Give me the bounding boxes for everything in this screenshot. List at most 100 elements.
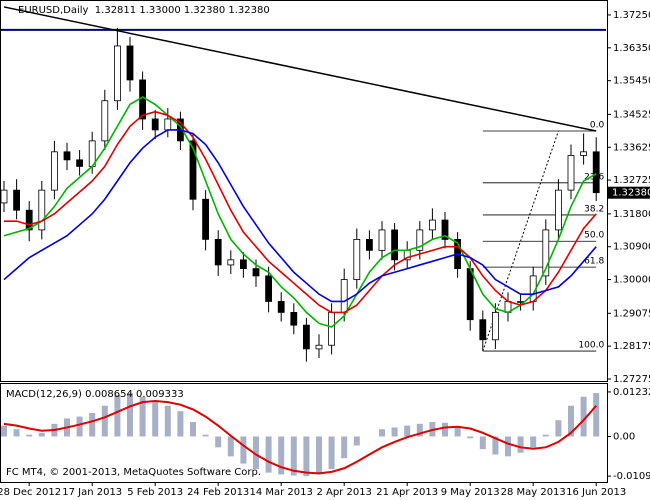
x-tick-label: 21 Apr 2013 bbox=[376, 487, 438, 498]
candle-body bbox=[277, 301, 285, 313]
fib-label: 100.0 bbox=[578, 341, 604, 351]
macd-bar bbox=[127, 393, 133, 437]
price-label-box bbox=[608, 186, 650, 199]
candle-body bbox=[302, 324, 310, 350]
candle-body bbox=[416, 229, 424, 251]
candle-body bbox=[428, 219, 436, 231]
macd-bar bbox=[164, 405, 171, 437]
macd-bar bbox=[190, 422, 196, 437]
y-tick-label: 1.33625 bbox=[613, 142, 650, 153]
y-tick-label: 1.30900 bbox=[613, 242, 650, 253]
candle-body bbox=[114, 45, 121, 102]
candle-body bbox=[328, 311, 336, 346]
candle-body bbox=[25, 209, 33, 231]
price-label: 1.32380 bbox=[612, 188, 650, 199]
candle-body bbox=[63, 151, 71, 161]
macd-bar bbox=[341, 436, 348, 459]
candle-body bbox=[315, 344, 323, 350]
candle-body bbox=[239, 259, 247, 269]
y-tick-label: 1.37250 bbox=[613, 10, 650, 21]
candle-body bbox=[38, 189, 46, 231]
candle-body bbox=[126, 45, 134, 81]
signal-line bbox=[3, 400, 597, 475]
fib-label: 50.0 bbox=[584, 231, 604, 241]
candle-body bbox=[491, 311, 499, 341]
x-tick-label: 28 May 2013 bbox=[501, 487, 566, 498]
macd-bar bbox=[89, 412, 96, 437]
candle-body bbox=[13, 189, 21, 211]
macd-bar bbox=[13, 429, 20, 437]
macd-bar bbox=[505, 436, 511, 457]
macd-bar bbox=[114, 394, 121, 437]
macd-bar bbox=[568, 405, 574, 437]
macd-bar bbox=[328, 436, 335, 469]
candle-body bbox=[202, 198, 210, 240]
trend-line bbox=[3, 6, 597, 132]
price-panel bbox=[0, 0, 608, 382]
candle-body bbox=[567, 155, 575, 191]
y-tick-label: 0.012328 bbox=[613, 387, 650, 398]
candle-body bbox=[101, 100, 109, 142]
macd-bar bbox=[517, 436, 524, 453]
macd-bar bbox=[492, 436, 499, 455]
macd-bar bbox=[240, 436, 247, 464]
macd-bar bbox=[442, 422, 448, 437]
candle-body bbox=[441, 219, 449, 240]
candle-body bbox=[227, 259, 235, 266]
y-tick-label: 1.29075 bbox=[613, 308, 650, 319]
candle-body bbox=[51, 151, 58, 191]
macd-bar bbox=[152, 402, 159, 437]
macd-title: MACD(12,26,9) 0.008654 0.009333 bbox=[6, 389, 184, 400]
macd-bar bbox=[580, 396, 587, 437]
candle-body bbox=[466, 268, 474, 321]
macd-bar bbox=[177, 411, 184, 437]
candle-body bbox=[365, 239, 373, 251]
x-tick-label: 5 Feb 2013 bbox=[127, 487, 183, 498]
y-tick-label: 1.36350 bbox=[613, 43, 650, 54]
macd-bar bbox=[1, 425, 7, 437]
y-tick-label: 1.30000 bbox=[613, 275, 650, 286]
y-tick-label: 1.31800 bbox=[613, 209, 650, 220]
macd-bar bbox=[530, 436, 537, 448]
x-tick-label: 9 May 2013 bbox=[441, 487, 500, 498]
moving-average bbox=[4, 110, 597, 314]
macd-bar bbox=[76, 416, 83, 437]
y-tick-label: 1.35450 bbox=[613, 76, 650, 87]
macd-bar bbox=[139, 396, 146, 437]
macd-bar bbox=[253, 436, 259, 469]
macd-bar bbox=[416, 423, 423, 437]
candle-body bbox=[252, 268, 260, 277]
y-tick-label: 0.00 bbox=[613, 431, 635, 442]
candle-body bbox=[265, 275, 273, 302]
x-tick-label: 2 Apr 2013 bbox=[316, 487, 371, 498]
candle-body bbox=[340, 279, 348, 313]
macd-bar bbox=[479, 436, 486, 450]
candle-body bbox=[479, 319, 487, 341]
y-tick-label: 1.27275 bbox=[613, 374, 650, 385]
macd-bar bbox=[227, 436, 234, 457]
candle-body bbox=[0, 189, 8, 204]
footer: FC MT4, © 2001-2013, MetaQuotes Software… bbox=[6, 467, 261, 478]
y-tick-label: 1.34525 bbox=[613, 109, 650, 120]
macd-bar bbox=[26, 434, 33, 437]
macd-bar bbox=[278, 436, 285, 475]
chart-title: EURUSD,Daily 1.32811 1.33000 1.32380 1.3… bbox=[18, 5, 270, 16]
macd-bar bbox=[316, 436, 322, 475]
candle-body bbox=[290, 311, 298, 326]
candle-body bbox=[189, 140, 197, 200]
y-tick-label: -0.010973 bbox=[613, 471, 650, 482]
macd-bar bbox=[454, 427, 461, 437]
moving-average bbox=[3, 129, 597, 303]
candle-body bbox=[151, 118, 159, 131]
macd-bar bbox=[265, 436, 272, 473]
macd-bar bbox=[593, 393, 600, 437]
moving-average bbox=[3, 96, 597, 328]
macd-bar bbox=[290, 436, 297, 476]
macd-bar bbox=[353, 436, 360, 446]
macd-bar bbox=[101, 405, 108, 437]
macd-bar bbox=[303, 436, 310, 477]
candle-body bbox=[214, 239, 222, 266]
candle-body bbox=[391, 229, 399, 261]
macd-bar bbox=[379, 429, 385, 437]
